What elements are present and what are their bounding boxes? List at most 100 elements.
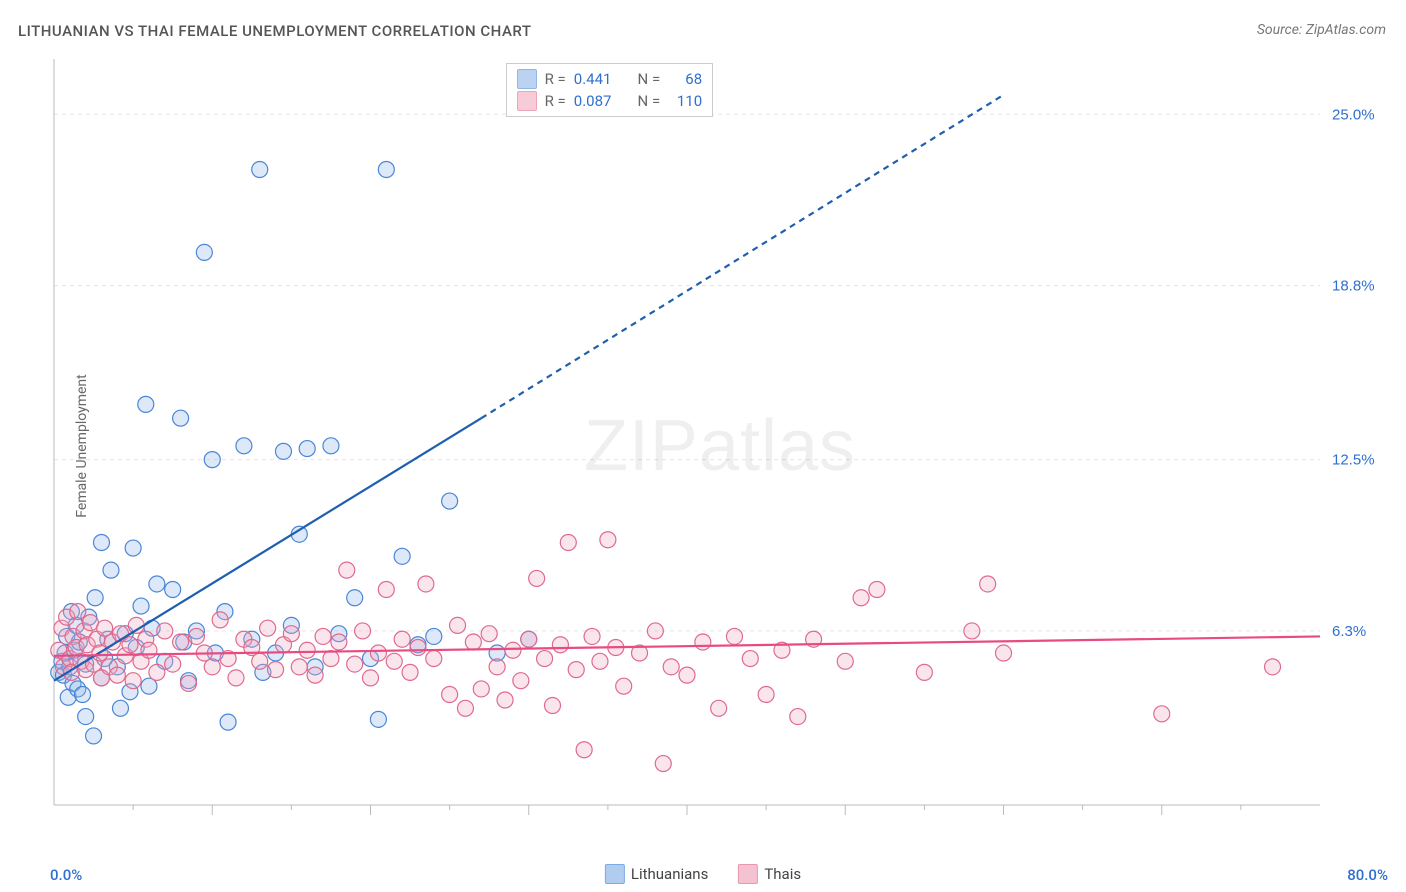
data-point: [87, 590, 103, 606]
data-point: [552, 637, 568, 653]
series-thais: [51, 532, 1281, 772]
chart-container: 6.3%12.5%18.8%25.0% ZIPatlas R = 0.441 N…: [50, 55, 1390, 845]
data-point: [394, 631, 410, 647]
data-point: [853, 590, 869, 606]
data-point: [568, 662, 584, 678]
data-point: [711, 700, 727, 716]
legend-label: Thais: [764, 865, 801, 883]
data-point: [173, 410, 189, 426]
data-point: [331, 634, 347, 650]
data-point: [996, 645, 1012, 661]
data-point: [196, 244, 212, 260]
data-point: [103, 562, 119, 578]
data-point: [347, 590, 363, 606]
y-tick-label: 18.8%: [1332, 278, 1375, 295]
data-point: [695, 634, 711, 650]
data-point: [109, 667, 125, 683]
data-point: [663, 659, 679, 675]
data-point: [363, 670, 379, 686]
y-tick-label: 6.3%: [1332, 623, 1366, 640]
data-point: [220, 714, 236, 730]
data-point: [726, 628, 742, 644]
data-point: [347, 656, 363, 672]
data-point: [74, 686, 90, 702]
series-legend: Lithuanians Thais: [605, 864, 801, 884]
data-point: [497, 692, 513, 708]
data-point: [655, 756, 671, 772]
scatter-chart: 6.3% 12.5% 18.8% 25.0%: [50, 55, 1390, 845]
trend-line-dashed-lithuanians: [481, 95, 1003, 418]
data-point: [521, 631, 537, 647]
swatch-lithuanians-icon: [605, 864, 625, 884]
x-axis-max-label: 80.0%: [1347, 866, 1388, 884]
data-point: [679, 667, 695, 683]
data-point: [307, 667, 323, 683]
data-point: [394, 548, 410, 564]
data-point: [283, 626, 299, 642]
data-point: [165, 656, 181, 672]
swatch-thais-icon: [738, 864, 758, 884]
data-point: [418, 576, 434, 592]
r-value: 0.441: [574, 70, 626, 88]
data-point: [315, 628, 331, 644]
x-axis-min-label: 0.0%: [50, 866, 82, 884]
data-point: [291, 659, 307, 675]
data-point: [758, 686, 774, 702]
data-point: [529, 570, 545, 586]
data-point: [916, 664, 932, 680]
data-point: [505, 642, 521, 658]
data-point: [299, 441, 315, 457]
data-point: [1154, 706, 1170, 722]
data-point: [592, 653, 608, 669]
data-point: [450, 617, 466, 633]
data-point: [370, 711, 386, 727]
legend-label: Lithuanians: [631, 865, 708, 883]
data-point: [204, 659, 220, 675]
data-point: [181, 675, 197, 691]
data-point: [869, 581, 885, 597]
data-point: [600, 532, 616, 548]
data-point: [125, 540, 141, 556]
data-point: [378, 162, 394, 178]
data-point: [149, 576, 165, 592]
data-point: [980, 576, 996, 592]
stats-row-lithuanians: R = 0.441 N = 68: [517, 68, 703, 90]
data-point: [790, 709, 806, 725]
data-point: [386, 653, 402, 669]
data-point: [560, 535, 576, 551]
data-point: [86, 728, 102, 744]
data-point: [138, 396, 154, 412]
data-point: [133, 598, 149, 614]
data-point: [584, 628, 600, 644]
data-point: [252, 162, 268, 178]
correlation-stats-box: R = 0.441 N = 68R = 0.087 N = 110: [506, 63, 714, 117]
data-point: [489, 659, 505, 675]
stats-row-thais: R = 0.087 N = 110: [517, 90, 703, 112]
data-point: [268, 662, 284, 678]
data-point: [378, 581, 394, 597]
data-point: [426, 628, 442, 644]
data-point: [275, 443, 291, 459]
data-point: [165, 581, 181, 597]
data-point: [323, 651, 339, 667]
data-point: [473, 681, 489, 697]
data-point: [457, 700, 473, 716]
n-value: 68: [668, 70, 702, 88]
y-tick-label: 12.5%: [1332, 452, 1375, 469]
data-point: [228, 670, 244, 686]
swatch-lithuanians-icon: [517, 69, 537, 89]
data-point: [149, 664, 165, 680]
data-point: [355, 623, 371, 639]
data-point: [252, 653, 268, 669]
chart-title: LITHUANIAN VS THAI FEMALE UNEMPLOYMENT C…: [18, 22, 531, 40]
data-point: [339, 562, 355, 578]
data-point: [82, 615, 98, 631]
data-point: [370, 645, 386, 661]
data-point: [410, 640, 426, 656]
data-point: [964, 623, 980, 639]
data-point: [299, 642, 315, 658]
data-point: [204, 452, 220, 468]
data-point: [141, 642, 157, 658]
y-tick-label: 25.0%: [1332, 106, 1375, 123]
data-point: [513, 673, 529, 689]
